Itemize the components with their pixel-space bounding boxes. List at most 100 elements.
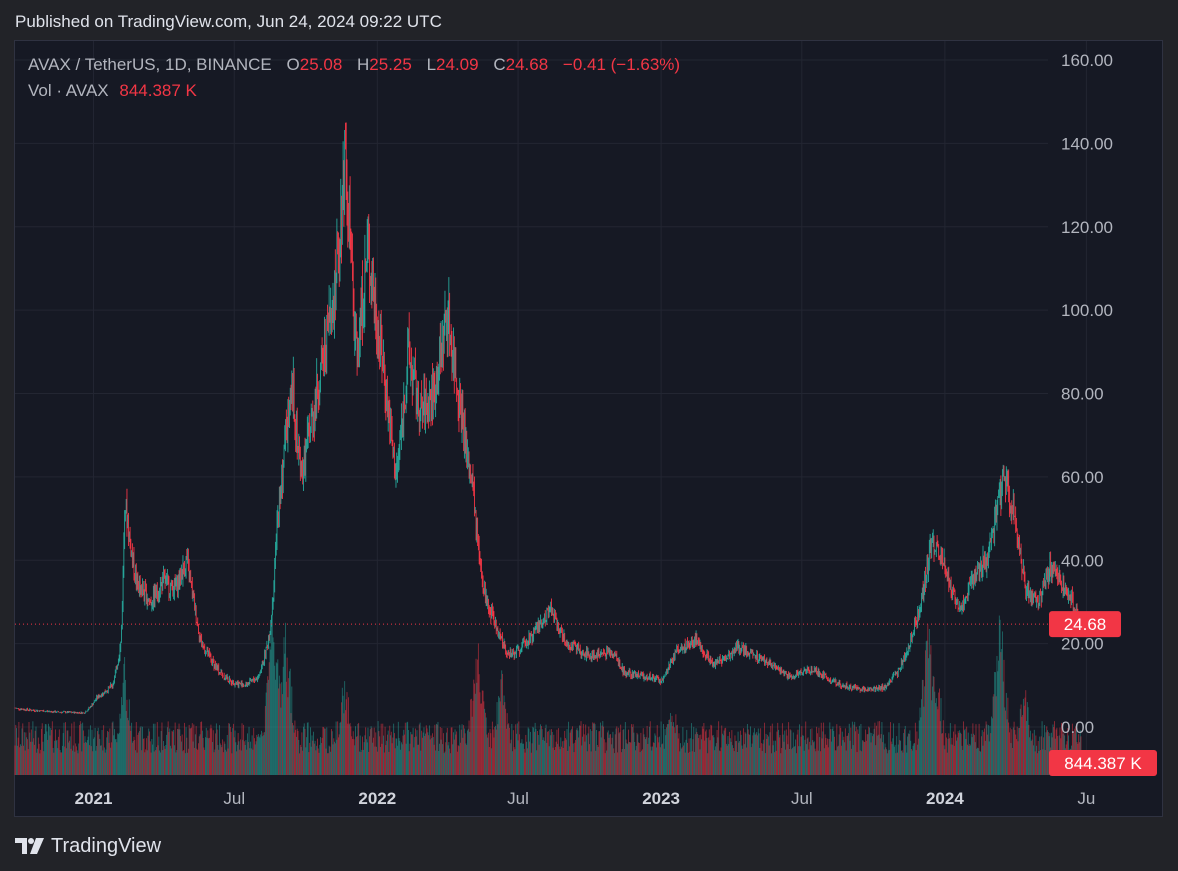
volume-bar: [1007, 697, 1009, 775]
tradingview-logo[interactable]: TradingView: [15, 834, 161, 858]
volume-bar: [455, 734, 457, 775]
volume-bar: [469, 731, 471, 775]
volume-bar: [212, 741, 213, 775]
close-value: 24.68: [505, 55, 549, 74]
volume-bar: [968, 745, 970, 775]
volume-bar: [662, 724, 664, 775]
volume-bar: [121, 705, 123, 775]
volume-bar: [51, 730, 52, 775]
volume-bar: [84, 736, 86, 775]
volume-bar: [26, 739, 28, 775]
volume-bar: [774, 740, 776, 775]
volume-bar: [240, 750, 242, 775]
volume-bar: [739, 740, 741, 775]
volume-bar: [169, 728, 171, 775]
volume-bar: [151, 739, 153, 775]
volume-bar: [733, 751, 735, 775]
volume-bar: [615, 728, 617, 775]
volume-bar: [799, 746, 801, 775]
volume-bar: [680, 743, 681, 775]
volume-bar: [619, 732, 621, 775]
symbol-label[interactable]: AVAX / TetherUS, 1D, BINANCE: [28, 55, 272, 74]
volume-bar: [1033, 745, 1034, 775]
chart-frame[interactable]: [14, 40, 1163, 817]
volume-bar: [421, 730, 423, 775]
volume-bar: [954, 724, 956, 775]
volume-bar: [925, 641, 927, 775]
volume-bar: [184, 722, 185, 775]
volume-bar: [68, 740, 70, 775]
volume-bar: [970, 733, 972, 775]
volume-bar: [530, 752, 532, 775]
volume-bar: [27, 749, 29, 775]
volume-bar: [1036, 753, 1038, 775]
volume-bar: [778, 737, 780, 775]
volume-bar: [1030, 740, 1032, 775]
volume-value: 844.387 K: [119, 81, 197, 100]
volume-bar: [281, 682, 283, 775]
volume-bar: [846, 736, 848, 775]
volume-bar: [599, 731, 601, 775]
volume-bar: [708, 737, 709, 775]
volume-bar: [491, 748, 493, 775]
volume-bar: [41, 723, 43, 775]
volume-bar: [236, 744, 238, 775]
volume-bar: [208, 737, 210, 775]
volume-bar: [135, 750, 136, 775]
volume-bar: [25, 732, 27, 775]
volume-bar: [582, 724, 584, 775]
volume-bar: [467, 728, 469, 775]
volume-bar: [446, 727, 448, 775]
volume-bar: [215, 723, 217, 775]
volume-bar: [938, 688, 940, 775]
volume-bar: [405, 743, 407, 775]
volume-bar: [860, 723, 862, 775]
volume-bar: [732, 745, 734, 775]
volume-bar: [1035, 735, 1037, 775]
open-label: O: [286, 55, 300, 74]
volume-bar: [223, 741, 225, 775]
volume-bar: [907, 736, 909, 775]
volume-bar: [75, 746, 77, 775]
volume-bar: [704, 740, 706, 775]
volume-bar: [233, 737, 235, 775]
x-tick-label: Jul: [223, 789, 245, 808]
volume-bar: [540, 726, 542, 775]
volume-bar: [785, 729, 787, 775]
volume-bar: [248, 726, 250, 775]
volume-bar: [274, 665, 276, 775]
volume-bar: [1015, 739, 1017, 775]
volume-bar: [635, 745, 637, 775]
volume-bar: [512, 730, 514, 775]
volume-bar: [909, 730, 911, 775]
volume-bar: [777, 722, 779, 775]
volume-bar: [1029, 730, 1031, 775]
volume-bar: [163, 746, 165, 775]
volume-bar: [894, 744, 896, 775]
volume-bar: [728, 744, 730, 775]
volume-bar: [986, 724, 988, 775]
volume-bar: [214, 749, 216, 775]
volume-bar: [212, 730, 214, 775]
volume-bar: [811, 728, 813, 775]
volume-label[interactable]: Vol · AVAX: [28, 81, 109, 100]
volume-bar: [559, 749, 561, 775]
volume-bar: [453, 739, 455, 775]
volume-bar: [541, 729, 543, 775]
volume-bar: [839, 725, 841, 775]
volume-bar: [536, 750, 538, 775]
volume-bar: [1019, 727, 1020, 775]
volume-bar: [926, 640, 928, 775]
volume-bar: [610, 744, 612, 775]
volume-bar: [634, 741, 636, 775]
volume-bar: [778, 729, 779, 775]
volume-bar: [286, 657, 288, 775]
volume-bar: [411, 734, 412, 775]
volume-bar: [826, 744, 828, 775]
volume-bar: [800, 736, 802, 775]
volume-bar: [824, 734, 826, 775]
volume-bar: [665, 735, 667, 775]
volume-bar: [1012, 727, 1014, 775]
volume-bar: [254, 738, 255, 775]
